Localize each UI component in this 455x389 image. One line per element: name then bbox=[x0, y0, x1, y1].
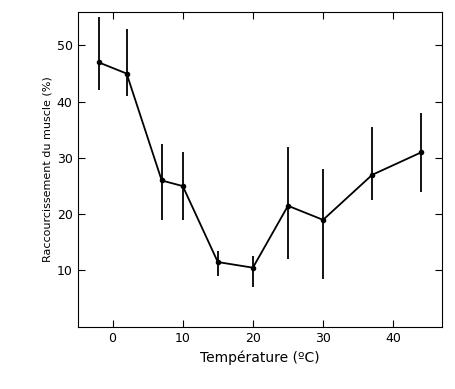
Y-axis label: Raccourcissement du muscle (%): Raccourcissement du muscle (%) bbox=[42, 76, 52, 262]
X-axis label: Température (ºC): Température (ºC) bbox=[200, 350, 319, 364]
